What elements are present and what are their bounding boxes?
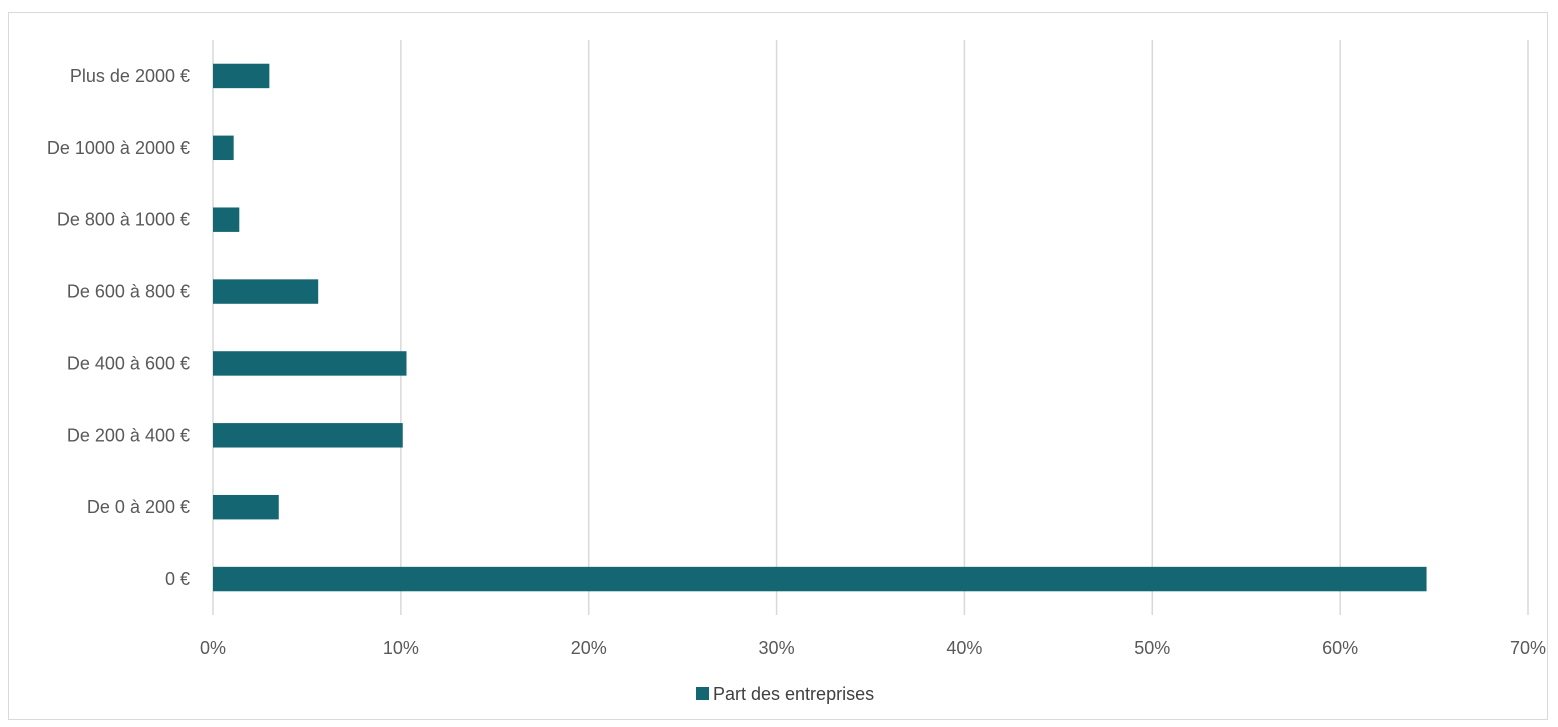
bar	[213, 63, 270, 89]
bar	[213, 566, 1427, 592]
bar	[213, 494, 279, 520]
bar	[213, 351, 407, 376]
x-tick-label: 60%	[1322, 638, 1358, 658]
x-tick-label: 40%	[946, 638, 982, 658]
bar	[213, 279, 319, 304]
category-label: De 600 à 800 €	[67, 282, 190, 302]
x-tick-labels: 0% 10% 20% 30% 40% 50% 60% 70%	[200, 638, 1546, 658]
category-label: De 1000 à 2000 €	[47, 138, 190, 158]
category-label: De 800 à 1000 €	[57, 210, 190, 230]
x-tick-label: 50%	[1134, 638, 1170, 658]
category-labels: 0 € De 0 à 200 € De 200 à 400 € De 400 à 60…	[47, 66, 190, 589]
x-tick-label: 20%	[571, 638, 607, 658]
bar	[213, 135, 234, 161]
x-tick-label: 0%	[200, 638, 226, 658]
x-tick-label: 30%	[759, 638, 795, 658]
category-label: 0 €	[165, 569, 190, 589]
legend-label: Part des entreprises	[713, 684, 874, 704]
category-label: De 0 à 200 €	[87, 497, 190, 517]
category-label: Plus de 2000 €	[70, 66, 190, 86]
x-tick-label: 10%	[383, 638, 419, 658]
x-tick-label: 70%	[1510, 638, 1546, 658]
legend-swatch	[696, 687, 709, 700]
category-label: De 200 à 400 €	[67, 425, 190, 445]
gridlines	[212, 40, 1529, 615]
legend: Part des entreprises	[696, 684, 874, 704]
category-label: De 400 à 600 €	[67, 353, 190, 373]
bar	[213, 207, 240, 232]
bars	[213, 63, 1427, 592]
bar	[213, 423, 403, 448]
